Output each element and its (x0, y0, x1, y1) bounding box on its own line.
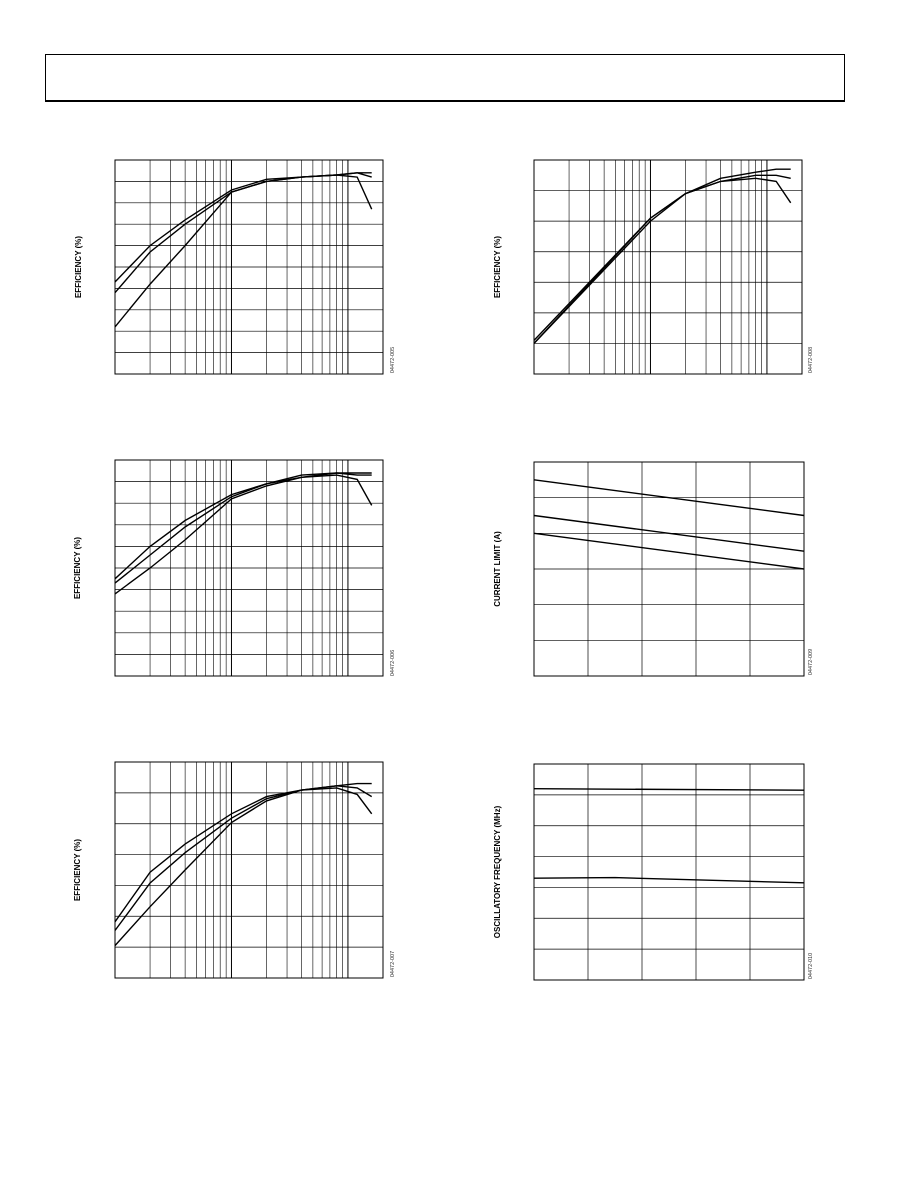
series-line-1 (114, 474, 373, 595)
series-line-1 (114, 174, 373, 328)
y-axis-label: EFFICIENCY (%) (493, 236, 502, 298)
series-line-1 (533, 788, 805, 791)
series-line-1 (533, 479, 805, 517)
oscillatory-frequency-chart: OSCILLATORY FREQUENCY (MHz) 04472-010 (493, 763, 814, 981)
plot-frame (533, 159, 803, 375)
current-limit-chart: CURRENT LIMIT (A) 04472-009 (493, 461, 814, 677)
efficiency-chart-4: EFFICIENCY (%) 04472-007 (73, 761, 396, 979)
series-line-3 (114, 472, 372, 580)
figure-id: 04472-006 (390, 650, 396, 676)
y-axis-label: EFFICIENCY (%) (73, 537, 82, 599)
efficiency-chart-1: EFFICIENCY (%) 04472-005 (74, 159, 396, 375)
series-line-2 (533, 174, 791, 344)
series-line-3 (114, 172, 372, 283)
efficiency-chart-2: EFFICIENCY (%) 04472-008 (493, 159, 814, 375)
figure-id: 04472-007 (390, 951, 396, 977)
series-line-3 (533, 532, 805, 570)
series-line-1 (114, 787, 373, 947)
series-line-2 (114, 785, 373, 931)
figure-id: 04472-005 (390, 347, 396, 373)
series-line-2 (114, 172, 372, 294)
series-line-3 (533, 168, 791, 341)
series-line-2 (533, 514, 805, 552)
series-line-1 (533, 177, 792, 344)
y-axis-label: EFFICIENCY (%) (73, 839, 82, 901)
series-line-2 (533, 876, 805, 884)
efficiency-chart-3: EFFICIENCY (%) 04472-006 (73, 459, 396, 677)
series-line-3 (114, 782, 372, 923)
figure-id: 04472-008 (808, 347, 814, 373)
figure-id: 04472-010 (808, 953, 814, 979)
figure-id: 04472-009 (808, 649, 814, 675)
series-line-2 (114, 472, 372, 584)
plot-frame (533, 763, 805, 981)
y-axis-label: EFFICIENCY (%) (74, 236, 83, 298)
y-axis-label: CURRENT LIMIT (A) (493, 531, 502, 607)
y-axis-label: OSCILLATORY FREQUENCY (MHz) (493, 805, 502, 938)
page-header (45, 54, 845, 102)
plot-frame (114, 761, 384, 979)
